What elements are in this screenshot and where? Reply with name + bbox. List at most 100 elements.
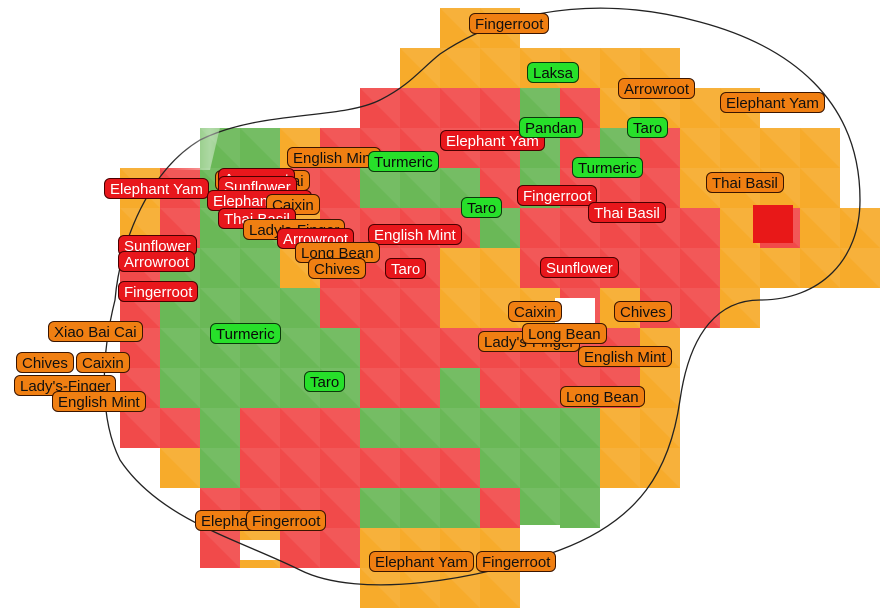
region-cell — [240, 408, 280, 448]
region-cell-shade — [440, 408, 480, 448]
region-cell — [160, 368, 200, 408]
region-cell-shade — [680, 288, 720, 328]
region-cell-shade — [480, 248, 520, 288]
region-cell — [400, 48, 440, 88]
region-cell-shade — [480, 368, 520, 408]
region-cell — [280, 448, 320, 488]
region-cell-shade — [440, 48, 480, 88]
region-cell — [640, 408, 680, 448]
region-gap — [520, 525, 560, 545]
region-cell-shade — [360, 88, 400, 128]
region-cell-shade — [160, 408, 200, 448]
region-cell-shade — [480, 448, 520, 488]
region-cell — [320, 408, 360, 448]
region-cell — [480, 448, 520, 488]
region-cell — [720, 248, 760, 288]
region-cell — [640, 248, 680, 288]
region-cell — [760, 248, 800, 288]
region-cell — [200, 448, 240, 488]
map-label-arrowroot: Arrowroot — [618, 78, 696, 99]
region-cell-shade — [560, 488, 600, 528]
region-cell — [760, 128, 800, 168]
region-cell-shade — [600, 408, 640, 448]
region-cell — [480, 568, 520, 608]
region-cell-shade — [480, 168, 520, 208]
region-cell-shade — [600, 168, 640, 208]
region-cell-shade — [360, 328, 400, 368]
region-cell-shade — [520, 448, 560, 488]
region-cell-shade — [480, 488, 520, 528]
region-cell — [680, 208, 720, 248]
region-cell-shade — [280, 408, 320, 448]
region-cell-shade — [320, 168, 360, 208]
region-cell — [680, 128, 720, 168]
region-cell — [400, 368, 440, 408]
region-cell-shade — [720, 248, 760, 288]
region-cell — [400, 568, 440, 608]
map-label-xiao-bai-cai: Xiao Bai Cai — [48, 321, 143, 342]
region-cell — [360, 168, 400, 208]
region-cell — [320, 328, 360, 368]
region-cell-shade — [440, 488, 480, 528]
map-label-english-mint: English Mint — [368, 224, 462, 245]
map-label-fingerroot: Fingerroot — [246, 510, 327, 531]
region-cell — [280, 528, 320, 568]
region-cell-shade — [680, 208, 720, 248]
map-label-taro: Taro — [461, 197, 503, 218]
region-cell — [360, 448, 400, 488]
region-cell-shade — [320, 448, 360, 488]
region-cell-shade — [360, 448, 400, 488]
region-cell-shade — [280, 528, 320, 568]
region-cell — [400, 168, 440, 208]
region-cell-shade — [400, 48, 440, 88]
map-label-elephant-yam: Elephant Yam — [104, 178, 209, 199]
region-gap — [240, 540, 280, 560]
map-label-taro: Taro — [385, 258, 427, 279]
region-cell — [280, 328, 320, 368]
region-cell-shade — [840, 208, 880, 248]
region-cell — [200, 288, 240, 328]
region-cell — [400, 288, 440, 328]
region-cell — [560, 408, 600, 448]
map-label-taro: Taro — [304, 371, 346, 392]
region-cell — [440, 448, 480, 488]
region-cell-shade — [240, 248, 280, 288]
map-label-turmeric: Turmeric — [572, 157, 643, 178]
region-cell — [320, 528, 360, 568]
region-cell-shade — [560, 88, 600, 128]
region-cell-shade — [480, 208, 520, 248]
region-cell-shade — [720, 288, 760, 328]
map-label-long-bean: Long Bean — [522, 323, 607, 344]
region-cell-shade — [200, 528, 240, 568]
region-cell — [280, 408, 320, 448]
region-cell-shade — [200, 408, 240, 448]
region-cell-shade — [640, 408, 680, 448]
region-cell-shade — [760, 128, 800, 168]
region-cell-shade — [240, 288, 280, 328]
region-cell-shade — [640, 368, 680, 408]
region-cell-shade — [400, 488, 440, 528]
region-cell — [520, 208, 560, 248]
region-cell-shade — [840, 248, 880, 288]
region-cell-shade — [600, 448, 640, 488]
region-cell-shade — [360, 288, 400, 328]
region-cell-shade — [640, 248, 680, 288]
region-cell — [480, 408, 520, 448]
region-cell-shade — [360, 568, 400, 608]
map-label-thai-basil: Thai Basil — [588, 202, 666, 223]
region-cell — [440, 48, 480, 88]
region-cell-shade — [520, 368, 560, 408]
region-cell — [800, 208, 840, 248]
map-label-chives: Chives — [308, 258, 366, 279]
region-cell — [680, 288, 720, 328]
region-cell-shade — [320, 328, 360, 368]
region-cell-shade — [240, 128, 280, 168]
region-cell-highlight — [753, 205, 793, 243]
region-cell-shade — [160, 368, 200, 408]
region-cell — [360, 328, 400, 368]
map-label-english-mint: English Mint — [52, 391, 146, 412]
region-cell — [400, 448, 440, 488]
region-cell-shade — [560, 448, 600, 488]
region-cell — [320, 488, 360, 528]
